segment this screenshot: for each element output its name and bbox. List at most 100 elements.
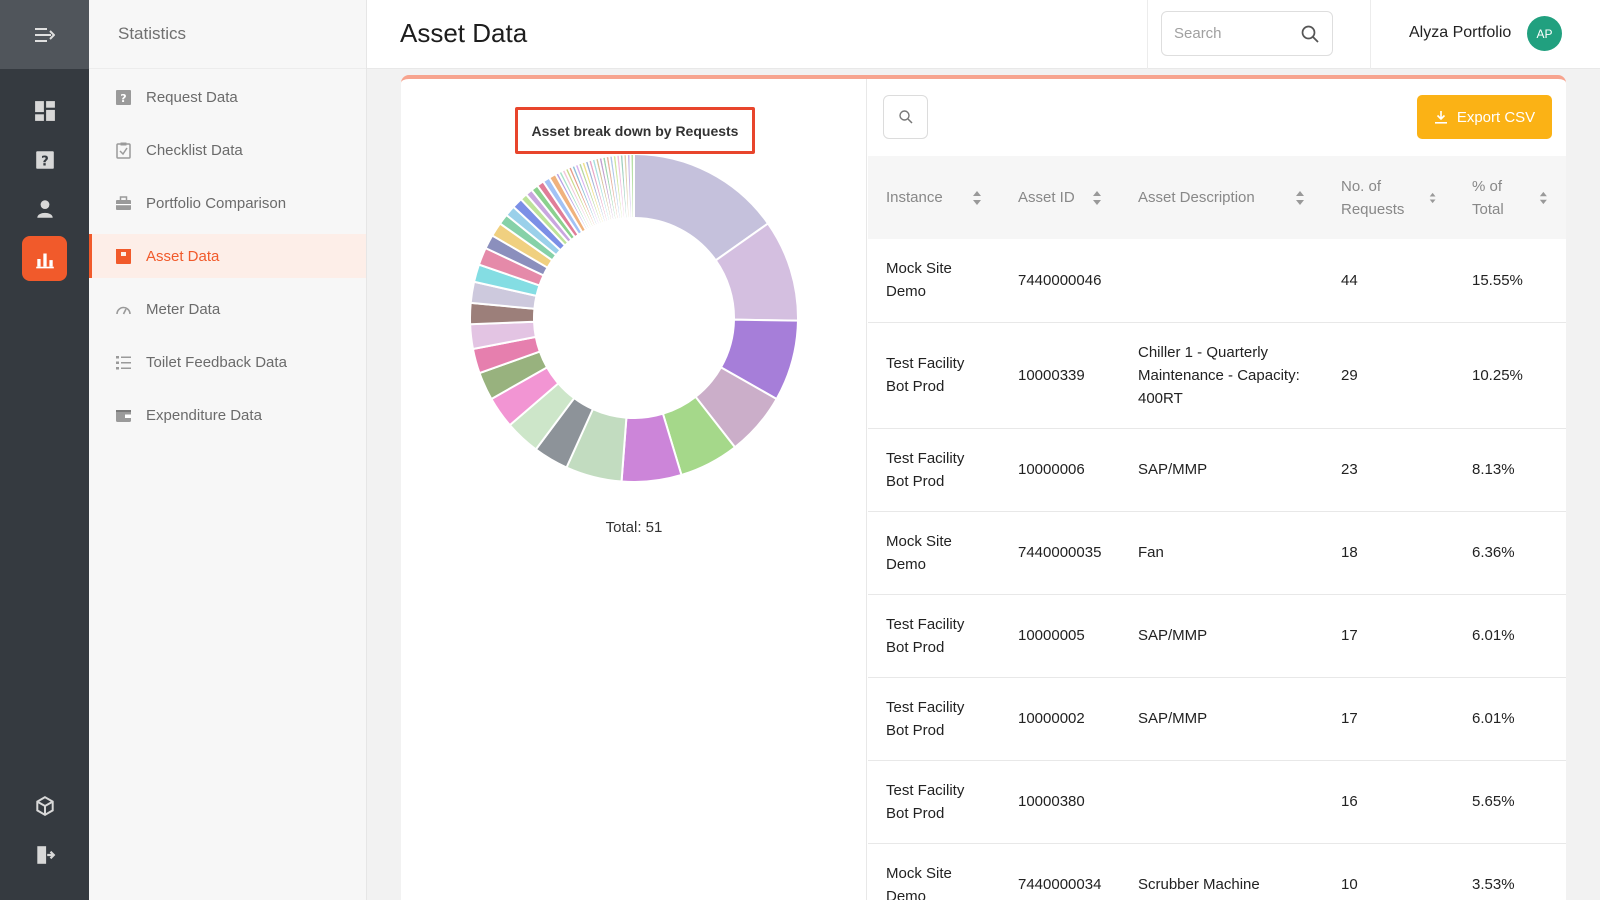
- cell-asset-id: 10000005: [1000, 594, 1120, 678]
- svg-text:?: ?: [41, 154, 49, 169]
- column-label: Instance: [886, 189, 943, 206]
- table-row[interactable]: Test Facility Bot Prod 10000339 Chiller …: [868, 322, 1566, 429]
- rail-requests-button[interactable]: ?: [22, 137, 67, 182]
- rail-logout-button[interactable]: [22, 832, 67, 877]
- nav-item-request-data[interactable]: ? Request Data: [89, 75, 366, 119]
- nav-item-label: Toilet Feedback Data: [146, 353, 287, 371]
- asset-data-card: Asset break down by Requests Total: 51 E…: [401, 75, 1566, 900]
- column-header-percent-of-total[interactable]: % of Total: [1454, 156, 1566, 239]
- cell-asset-id: 10000002: [1000, 677, 1120, 761]
- table-row[interactable]: Mock Site Demo 7440000046 44 15.55%: [868, 239, 1566, 323]
- table-row[interactable]: Mock Site Demo 7440000034 Scrubber Machi…: [868, 843, 1566, 900]
- search-input[interactable]: [1174, 25, 1304, 42]
- wallet-icon: [115, 407, 132, 424]
- sort-icon: [1093, 190, 1101, 205]
- chart-title: Asset break down by Requests: [515, 107, 755, 154]
- cell-asset-id: 10000339: [1000, 322, 1120, 429]
- column-header-instance[interactable]: Instance: [868, 156, 1000, 239]
- search-icon[interactable]: [1300, 24, 1320, 44]
- nav-item-meter-data[interactable]: Meter Data: [89, 287, 366, 331]
- chart-panel: Asset break down by Requests Total: 51: [401, 79, 867, 900]
- cell-description: Fan: [1120, 511, 1323, 595]
- gauge-icon: [115, 301, 132, 318]
- cell-percent: 6.01%: [1454, 594, 1566, 678]
- nav-item-expenditure-data[interactable]: Expenditure Data: [89, 393, 366, 437]
- rail-statistics-button[interactable]: [22, 236, 67, 281]
- cell-description: [1120, 239, 1323, 323]
- cell-requests: 17: [1323, 677, 1454, 761]
- asset-table: Instance Asset ID Asset Description No. …: [868, 156, 1566, 900]
- nav-item-label: Request Data: [146, 88, 238, 106]
- sort-icon: [1296, 190, 1304, 205]
- user-name[interactable]: Alyza Portfolio: [1409, 24, 1512, 41]
- svg-text:?: ?: [120, 92, 126, 105]
- cell-description: SAP/MMP: [1120, 594, 1323, 678]
- nav-item-portfolio-comparison[interactable]: Portfolio Comparison: [89, 181, 366, 225]
- rail-users-button[interactable]: [22, 186, 67, 231]
- cell-description: Scrubber Machine: [1120, 843, 1323, 900]
- table-row[interactable]: Test Facility Bot Prod 10000002 SAP/MMP …: [868, 677, 1566, 761]
- cube-icon: [35, 795, 54, 816]
- cell-instance: Mock Site Demo: [868, 843, 1000, 900]
- cell-requests: 44: [1323, 239, 1454, 323]
- nav-item-toilet-feedback-data[interactable]: Toilet Feedback Data: [89, 340, 366, 384]
- nav-item-checklist-data[interactable]: Checklist Data: [89, 128, 366, 172]
- cell-asset-id: 10000006: [1000, 428, 1120, 512]
- cell-asset-id: 7440000034: [1000, 843, 1120, 900]
- sort-icon: [1540, 191, 1548, 204]
- nav-item-label: Expenditure Data: [146, 406, 262, 424]
- cell-requests: 23: [1323, 428, 1454, 512]
- column-header-asset-description[interactable]: Asset Description: [1120, 156, 1323, 239]
- column-header-asset-id[interactable]: Asset ID: [1000, 156, 1120, 239]
- cell-percent: 15.55%: [1454, 239, 1566, 323]
- statistics-icon: [35, 253, 54, 268]
- dashboard-icon: [34, 100, 55, 121]
- sort-icon: [1429, 192, 1436, 203]
- cell-percent: 5.65%: [1454, 760, 1566, 844]
- avatar[interactable]: AP: [1527, 16, 1562, 51]
- rail-dashboard-button[interactable]: [22, 88, 67, 133]
- cell-description: Chiller 1 - Quarterly Maintenance - Capa…: [1120, 322, 1323, 429]
- cell-requests: 10: [1323, 843, 1454, 900]
- download-icon: [1434, 111, 1447, 124]
- search-icon: [898, 110, 913, 124]
- column-header-no-of-requests[interactable]: No. of Requests: [1323, 156, 1454, 239]
- asset-donut-chart: [469, 152, 799, 483]
- question-square-icon: ?: [35, 150, 54, 169]
- question-square-icon: ?: [115, 89, 132, 106]
- clipboard-check-icon: [115, 142, 132, 159]
- table-row[interactable]: Test Facility Bot Prod 10000380 16 5.65%: [868, 760, 1566, 844]
- cell-description: SAP/MMP: [1120, 428, 1323, 512]
- cell-percent: 6.01%: [1454, 677, 1566, 761]
- cell-description: [1120, 760, 1323, 844]
- table-row[interactable]: Test Facility Bot Prod 10000006 SAP/MMP …: [868, 428, 1566, 512]
- table-search-button[interactable]: [883, 95, 928, 139]
- cell-percent: 6.36%: [1454, 511, 1566, 595]
- nav-item-label: Asset Data: [146, 247, 220, 265]
- header-divider: [1370, 0, 1371, 69]
- cell-requests: 29: [1323, 322, 1454, 429]
- column-label: No. of Requests: [1341, 177, 1405, 218]
- page-title: Asset Data: [400, 18, 528, 48]
- nav-item-label: Portfolio Comparison: [146, 194, 287, 212]
- rail-packages-button[interactable]: [22, 783, 67, 828]
- export-csv-button[interactable]: Export CSV: [1417, 95, 1552, 139]
- user-icon: [36, 199, 53, 218]
- table-row[interactable]: Test Facility Bot Prod 10000005 SAP/MMP …: [868, 594, 1566, 678]
- table-row[interactable]: Mock Site Demo 7440000035 Fan 18 6.36%: [868, 511, 1566, 595]
- collapse-menu-button[interactable]: [0, 0, 89, 69]
- cell-instance: Test Facility Bot Prod: [868, 677, 1000, 761]
- left-rail: ?: [0, 0, 89, 900]
- sort-icon: [973, 190, 981, 205]
- cell-description: SAP/MMP: [1120, 677, 1323, 761]
- column-label: Asset ID: [1018, 189, 1075, 206]
- donut-slice[interactable]: [629, 152, 635, 220]
- cell-instance: Test Facility Bot Prod: [868, 760, 1000, 844]
- cell-requests: 17: [1323, 594, 1454, 678]
- nav-item-asset-data[interactable]: Asset Data: [89, 234, 366, 278]
- collapse-menu-icon: [34, 27, 55, 42]
- top-header: Asset Data Alyza Portfolio AP: [367, 0, 1600, 69]
- column-label: Asset Description: [1138, 189, 1255, 206]
- cell-instance: Mock Site Demo: [868, 511, 1000, 595]
- chart-total: Total: 51: [605, 519, 663, 536]
